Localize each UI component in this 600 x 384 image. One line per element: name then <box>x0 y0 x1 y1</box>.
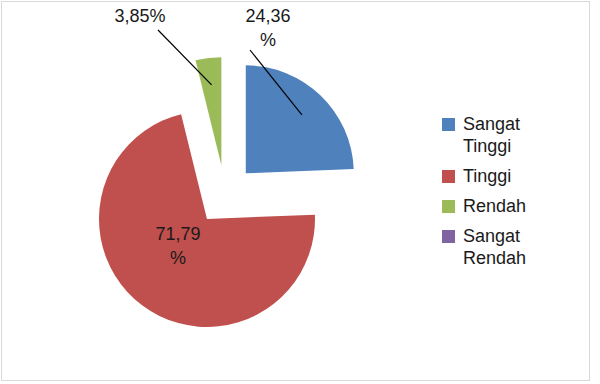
legend-item: Tinggi <box>442 166 511 186</box>
legend-swatch <box>442 230 455 243</box>
legend-swatch <box>442 170 455 183</box>
pie-slice <box>99 114 315 327</box>
chart: 24,36% 71,79% 3,85% SangatTinggi Tinggi Renda… <box>0 0 600 384</box>
legend-label: Tinggi <box>463 166 511 186</box>
legend-item: SangatRendah <box>442 226 526 268</box>
leader-line <box>158 30 212 85</box>
pie-slice <box>196 57 222 165</box>
legend-swatch <box>442 200 455 213</box>
pie-slice <box>246 65 354 173</box>
legend-item: SangatTinggi <box>442 114 520 156</box>
chart-frame <box>2 2 590 381</box>
legend-label: SangatRendah <box>463 226 526 268</box>
legend: SangatTinggi Tinggi Rendah SangatRendah <box>442 114 526 268</box>
pie-slices <box>99 57 354 327</box>
data-label: 24,36% <box>245 6 290 50</box>
data-label: 3,85% <box>114 6 165 26</box>
data-label: 71,79% <box>155 224 200 268</box>
data-labels: 24,36% 71,79% 3,85% <box>114 6 301 268</box>
leader-line <box>250 50 302 115</box>
pie-slice <box>225 57 226 165</box>
legend-item: Rendah <box>442 196 526 216</box>
legend-label: Rendah <box>463 196 526 216</box>
legend-label: SangatTinggi <box>463 114 520 156</box>
legend-swatch <box>442 118 455 131</box>
